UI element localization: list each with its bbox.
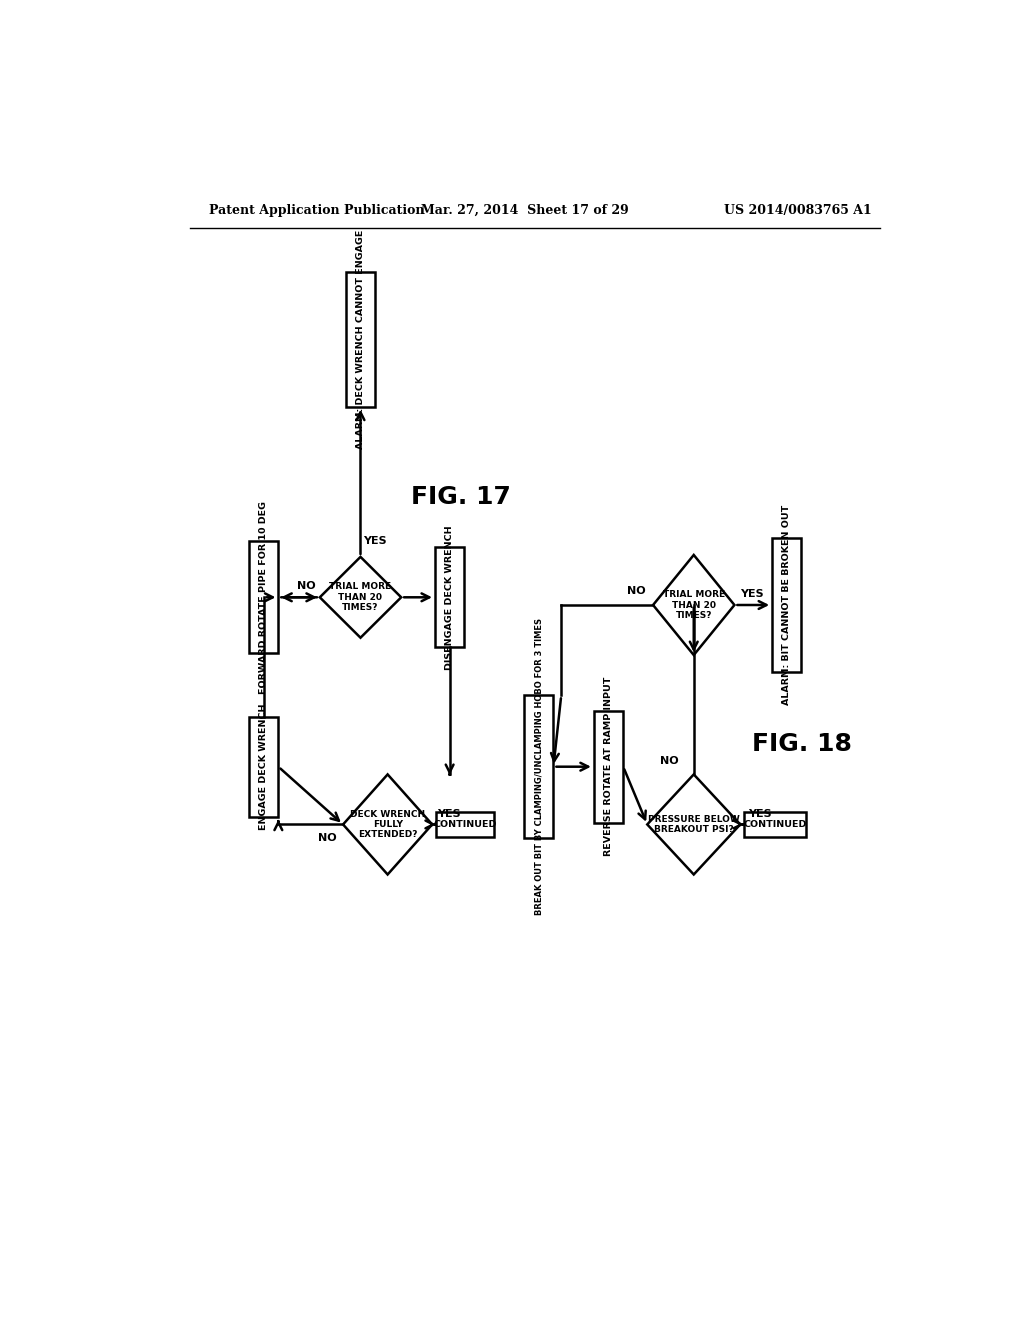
Text: FORWARD ROTATE PIPE FOR 10 DEG: FORWARD ROTATE PIPE FOR 10 DEG xyxy=(259,500,268,694)
Bar xyxy=(249,541,279,653)
Bar xyxy=(594,711,624,822)
Bar xyxy=(524,696,554,838)
Text: ALARM: DECK WRENCH CANNOT ENGAGE: ALARM: DECK WRENCH CANNOT ENGAGE xyxy=(356,230,365,449)
Polygon shape xyxy=(647,775,740,874)
Text: NO: NO xyxy=(627,586,645,597)
Text: DISENGAGE DECK WRENCH: DISENGAGE DECK WRENCH xyxy=(445,525,454,669)
Text: YES: YES xyxy=(362,536,386,546)
Text: US 2014/0083765 A1: US 2014/0083765 A1 xyxy=(724,205,872,218)
Bar xyxy=(346,272,375,407)
Text: YES: YES xyxy=(437,809,461,818)
Text: BREAK OUT BIT BY CLAMPING/UNCLAMPING HOBO FOR 3 TIMES: BREAK OUT BIT BY CLAMPING/UNCLAMPING HOB… xyxy=(535,618,544,915)
Text: NO: NO xyxy=(297,581,315,591)
Text: YES: YES xyxy=(748,809,771,818)
Text: TRIAL MORE
THAN 20
TIMES?: TRIAL MORE THAN 20 TIMES? xyxy=(663,590,725,620)
Text: CONTINUED: CONTINUED xyxy=(743,820,807,829)
Text: FIG. 18: FIG. 18 xyxy=(753,731,852,755)
Text: NO: NO xyxy=(659,755,678,766)
Polygon shape xyxy=(653,554,734,655)
Text: Patent Application Publication: Patent Application Publication xyxy=(209,205,425,218)
Text: Mar. 27, 2014  Sheet 17 of 29: Mar. 27, 2014 Sheet 17 of 29 xyxy=(421,205,629,218)
Bar xyxy=(435,548,464,647)
Text: ENGAGE DECK WRENCH: ENGAGE DECK WRENCH xyxy=(259,704,268,830)
Polygon shape xyxy=(319,557,401,638)
Text: TRIAL MORE
THAN 20
TIMES?: TRIAL MORE THAN 20 TIMES? xyxy=(330,582,391,612)
Text: DECK WRENCH
FULLY
EXTENDED?: DECK WRENCH FULLY EXTENDED? xyxy=(350,809,425,840)
Text: ALARM: BIT CANNOT BE BROKEN OUT: ALARM: BIT CANNOT BE BROKEN OUT xyxy=(782,504,792,705)
Polygon shape xyxy=(343,775,432,874)
Bar xyxy=(249,717,279,817)
Text: FIG. 17: FIG. 17 xyxy=(412,486,511,510)
Text: YES: YES xyxy=(739,589,763,599)
Text: REVERSE ROTATE AT RAMP INPUT: REVERSE ROTATE AT RAMP INPUT xyxy=(604,677,613,857)
Bar xyxy=(772,537,802,672)
Bar xyxy=(436,812,495,837)
Text: PRESSURE BELOW
BREAKOUT PSI?: PRESSURE BELOW BREAKOUT PSI? xyxy=(648,814,739,834)
Text: NO: NO xyxy=(318,833,337,843)
Text: CONTINUED: CONTINUED xyxy=(433,820,497,829)
Bar xyxy=(744,812,806,837)
